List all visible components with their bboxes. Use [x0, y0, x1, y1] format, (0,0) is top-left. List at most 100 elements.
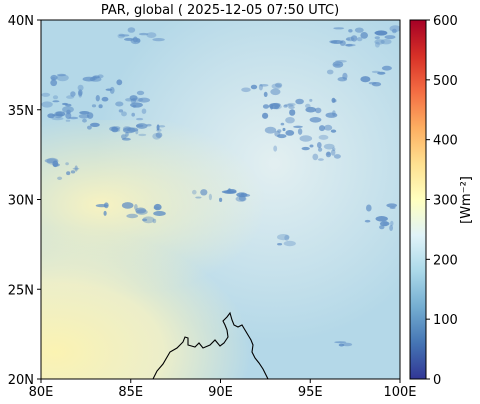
cloud-patch	[345, 38, 351, 41]
cloud-patch	[109, 86, 115, 94]
cloud-patch	[326, 69, 334, 75]
cloud-patch	[130, 102, 143, 108]
y-tick-label: 25N	[8, 283, 34, 298]
cloud-patch	[371, 82, 382, 87]
cloud-patch	[390, 220, 394, 226]
cloud-patch	[131, 112, 135, 117]
cloud-patch	[323, 143, 335, 150]
cloud-patch	[87, 125, 92, 130]
cloud-patch	[262, 112, 269, 119]
cloud-patch	[317, 142, 322, 149]
cloud-patch	[238, 193, 251, 197]
cloud-patch	[381, 65, 392, 71]
cloud-patch	[78, 89, 83, 96]
cloud-patch	[386, 203, 398, 208]
cloud-patch	[103, 210, 107, 216]
cloud-patch	[116, 128, 121, 132]
cloud-patch	[153, 211, 166, 216]
cloud-patch	[283, 240, 296, 247]
colorbar-tick-label: 300	[433, 194, 458, 209]
cloud-patch	[333, 27, 345, 30]
cloud-patch	[309, 144, 314, 148]
cloud-patch	[91, 104, 97, 108]
cloud-patch	[103, 202, 109, 209]
cloud-patch	[118, 34, 130, 37]
cloud-patch	[56, 73, 67, 77]
cloud-patch	[312, 153, 319, 161]
cloud-patch	[356, 37, 363, 42]
cloud-patch	[379, 221, 390, 227]
cloud-patch	[152, 38, 165, 42]
colorbar-label: [Wm⁻²]	[459, 176, 474, 224]
cloud-patch	[309, 98, 313, 102]
cloud-patch	[141, 108, 147, 114]
colorbar	[409, 19, 427, 380]
cloud-patch	[389, 25, 400, 32]
cloud-patch	[342, 342, 353, 347]
x-tick-label: 95E	[298, 385, 323, 400]
cloud-patch	[262, 104, 270, 109]
cloud-patch	[285, 130, 295, 136]
cloud-patch	[330, 129, 337, 133]
cloud-patch	[380, 39, 392, 45]
cloud-patch	[332, 147, 336, 151]
cloud-patch	[270, 88, 281, 96]
cloud-patch	[235, 196, 247, 202]
y-tick-label: 20N	[8, 373, 34, 388]
colorbar-ticks: 0 100 200 300 400 500 600	[426, 14, 458, 388]
x-tick-label: 90E	[208, 385, 233, 400]
cloud-patch	[384, 35, 396, 40]
cloud-patch	[126, 213, 139, 219]
cloud-patch	[289, 109, 296, 116]
cloud-patch	[287, 102, 296, 107]
cloud-patch	[219, 197, 223, 202]
clear-sky-southwest	[41, 200, 321, 379]
cloud-patch	[318, 147, 323, 152]
cloud-patch	[65, 112, 72, 119]
cloud-patch	[78, 114, 90, 119]
cloud-patch	[132, 36, 138, 43]
cloud-patch	[325, 151, 332, 158]
cloud-patch	[138, 97, 151, 103]
cloud-patch	[136, 90, 145, 96]
cloud-patch	[142, 218, 148, 222]
cloud-patch	[51, 114, 64, 117]
cloud-patch	[241, 87, 251, 93]
cloud-patch	[288, 105, 295, 109]
cloud-patch	[374, 39, 385, 45]
cloud-patch	[318, 134, 329, 140]
cloud-patch	[121, 202, 134, 209]
cloud-patch	[98, 104, 103, 109]
cloud-patch	[82, 76, 96, 82]
cloud-patch	[259, 84, 269, 87]
cloud-patch	[360, 76, 371, 83]
cloud-patch	[146, 123, 152, 127]
cloud-patch	[57, 176, 63, 180]
cloud-patch	[270, 104, 282, 110]
cloud-patch	[109, 126, 118, 132]
cloud-patch	[315, 107, 322, 114]
cloud-patch	[41, 101, 53, 108]
map-title: PAR, global ( 2025-12-05 07:50 UTC)	[100, 3, 340, 18]
cloud-patch	[61, 102, 69, 106]
colorbar-tick-label: 0	[433, 373, 441, 388]
cloud-patch	[319, 125, 325, 132]
cloud-patch	[132, 104, 137, 108]
cloud-patch	[273, 145, 278, 152]
cloud-patch	[268, 103, 281, 109]
cloud-patch	[331, 97, 336, 103]
colorbar-tick-label: 400	[433, 134, 458, 149]
map-field	[41, 20, 400, 379]
cloud-patch	[354, 27, 364, 33]
cloud-patch	[277, 129, 282, 133]
cloud-patch	[285, 117, 295, 124]
cloud-patch	[277, 243, 283, 246]
cloud-patch	[74, 165, 78, 172]
cloud-patch	[131, 97, 144, 102]
cloud-patch	[375, 216, 388, 222]
cloud-patch	[65, 119, 71, 122]
cloud-patch	[299, 135, 313, 142]
cloud-patch	[366, 204, 372, 212]
cloud-patch	[52, 100, 60, 103]
